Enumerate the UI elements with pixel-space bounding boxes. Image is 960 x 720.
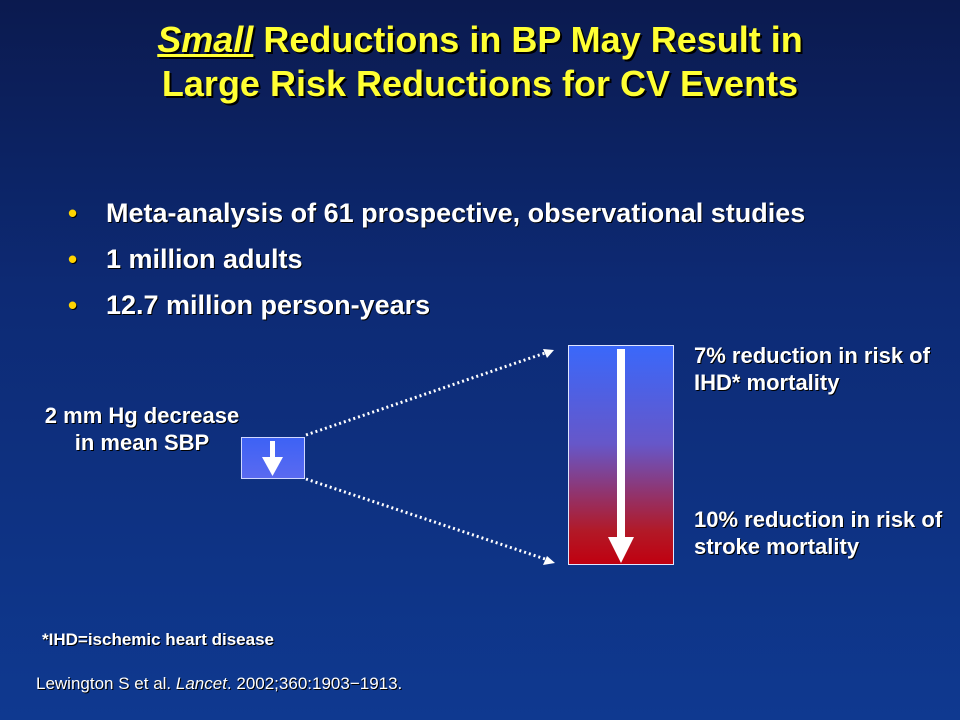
citation-journal: Lancet (175, 674, 227, 693)
dotted-arrow-to-ihd-icon (305, 349, 554, 437)
bullet-item: • 12.7 million person-years (62, 288, 842, 322)
bullet-text: 12.7 million person-years (106, 290, 431, 320)
footnote: *IHD=ischemic heart disease (42, 630, 274, 649)
title-line-1-rest: Reductions in BP May Result in (253, 19, 803, 60)
title-emphasis: Small (157, 19, 254, 60)
stroke-result-label: 10% reduction in risk of stroke mortalit… (694, 507, 943, 559)
citation-details: . 2002;360:1903−1913. (226, 674, 403, 693)
citation: Lewington S et al. Lancet. 2002;360:1903… (36, 674, 402, 694)
slide-title: Small Reductions in BP May Result in Lar… (0, 18, 960, 106)
big-down-arrow-icon (608, 349, 634, 563)
bullet-dot-icon: • (68, 198, 78, 228)
bullet-text: 1 million adults (106, 244, 303, 274)
bullet-text: Meta-analysis of 61 prospective, observa… (106, 198, 806, 228)
bullet-dot-icon: • (68, 244, 78, 274)
small-down-arrow-icon (262, 441, 283, 476)
ihd-result-label: 7% reduction in risk of IHD* mortality (694, 343, 930, 395)
bullet-item: • 1 million adults (62, 242, 842, 276)
bullet-dot-icon: • (68, 290, 78, 320)
dotted-arrow-to-stroke-icon (305, 477, 555, 565)
citation-authors: Lewington S et al. (36, 674, 176, 693)
title-line-1: Small Reductions in BP May Result in (0, 18, 960, 62)
bullet-item: • Meta-analysis of 61 prospective, observ… (62, 196, 842, 230)
bp-decrease-label: 2 mm Hg decrease in mean SBP (44, 403, 240, 455)
title-line-2: Large Risk Reductions for CV Events (161, 63, 799, 104)
bullet-list: • Meta-analysis of 61 prospective, observ… (62, 196, 842, 334)
